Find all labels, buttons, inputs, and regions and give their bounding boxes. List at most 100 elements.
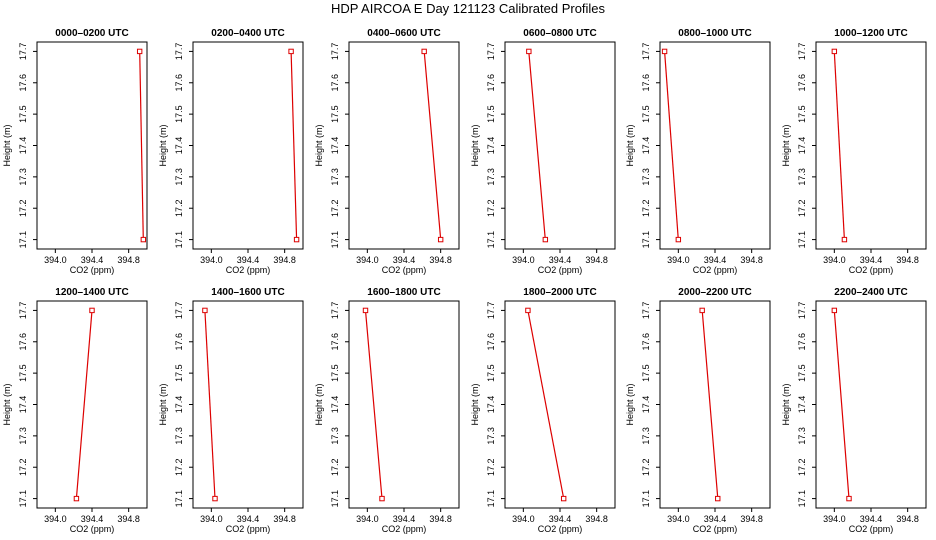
y-tick-label: 17.2 (797, 199, 807, 217)
panel-title: 0200–0400 UTC (211, 28, 284, 39)
x-tick-label: 394.0 (823, 255, 846, 265)
x-tick-label: 394.8 (117, 255, 140, 265)
y-tick-label: 17.3 (330, 427, 340, 445)
x-tick-label: 394.8 (429, 255, 452, 265)
y-tick-label: 17.3 (486, 427, 496, 445)
y-tick-label: 17.7 (486, 43, 496, 61)
y-tick-label: 17.5 (174, 105, 184, 123)
y-tick-label: 17.4 (486, 396, 496, 414)
y-tick-label: 17.4 (641, 137, 651, 155)
panel-title: 0600–0800 UTC (523, 28, 596, 39)
data-point (831, 48, 838, 55)
y-tick-label: 17.6 (18, 74, 28, 92)
data-point (699, 307, 705, 314)
y-tick-label: 17.6 (18, 333, 28, 351)
y-tick-label: 17.2 (18, 199, 28, 217)
data-point (293, 236, 300, 243)
profile-panel: 0200–0400 UTC 394.0 394.4 394.8 17.1 17.2 17.3… (158, 28, 304, 275)
y-tick-label: 17.1 (797, 490, 807, 508)
x-tick-label: 394.8 (273, 514, 296, 524)
y-axis-label: Height (m) (781, 124, 791, 166)
x-tick-label: 394.4 (549, 514, 572, 524)
y-axis-label: Height (m) (2, 124, 12, 166)
profile-panel: 1600–1800 UTC 394.0 394.4 394.8 17.1 17.2 17.3… (314, 287, 460, 534)
x-tick-label: 394.4 (81, 514, 104, 524)
plot-frame (192, 41, 304, 250)
panel-grid: 0000–0200 UTC 394.0 394.4 394.8 17.1 17.2 17.3… (2, 28, 927, 534)
y-tick-label: 17.5 (797, 105, 807, 123)
profile-line (290, 51, 298, 240)
y-tick-label: 17.1 (797, 231, 807, 249)
panel-title: 1600–1800 UTC (367, 287, 440, 298)
x-tick-label: 394.0 (44, 255, 67, 265)
x-tick-label: 394.8 (117, 514, 140, 524)
y-tick-label: 17.7 (797, 43, 807, 61)
data-point (73, 495, 80, 502)
x-tick-label: 394.4 (237, 514, 260, 524)
y-tick-label: 17.1 (18, 231, 28, 249)
panel-title: 0800–1000 UTC (678, 28, 751, 39)
y-tick-label: 17.7 (330, 302, 340, 320)
panel-title: 2000–2200 UTC (678, 287, 751, 298)
y-axis-label: Height (m) (470, 124, 480, 166)
data-point (288, 48, 294, 55)
x-tick-label: 394.0 (200, 255, 223, 265)
y-tick-label: 17.5 (641, 105, 651, 123)
y-tick-label: 17.2 (330, 458, 340, 476)
data-point (846, 495, 852, 502)
y-tick-label: 17.1 (174, 490, 184, 508)
data-point (140, 236, 147, 243)
x-tick-label: 394.0 (512, 514, 535, 524)
figure-title: HDP AIRCOA E Day 121123 Calibrated Profi… (331, 1, 606, 16)
y-tick-label: 17.3 (174, 427, 184, 445)
y-tick-label: 17.4 (797, 396, 807, 414)
y-axis-label: Height (m) (470, 383, 480, 425)
x-tick-label: 394.8 (740, 255, 763, 265)
y-tick-label: 17.7 (330, 43, 340, 61)
data-point (525, 307, 531, 314)
y-tick-label: 17.6 (174, 74, 184, 92)
x-tick-label: 394.4 (860, 255, 883, 265)
x-tick-label: 394.8 (740, 514, 763, 524)
data-point (715, 495, 721, 502)
data-point (542, 236, 549, 243)
y-tick-label: 17.5 (641, 364, 651, 382)
y-tick-label: 17.2 (18, 458, 28, 476)
y-axis-label: Height (m) (625, 124, 635, 166)
x-tick-label: 394.0 (823, 514, 846, 524)
data-point (89, 307, 95, 314)
plot-frame (504, 41, 616, 250)
y-tick-label: 17.7 (174, 302, 184, 320)
x-tick-label: 394.0 (44, 514, 67, 524)
profile-line (423, 51, 442, 240)
profile-line (833, 51, 845, 240)
y-tick-label: 17.5 (797, 364, 807, 382)
profile-panel: 1400–1600 UTC 394.0 394.4 394.8 17.1 17.2 17.3… (158, 287, 304, 534)
panel-title: 0000–0200 UTC (55, 28, 128, 39)
y-tick-label: 17.5 (174, 364, 184, 382)
y-tick-label: 17.1 (486, 490, 496, 508)
y-tick-label: 17.7 (641, 43, 651, 61)
x-tick-label: 394.4 (237, 255, 260, 265)
panel-title: 1000–1200 UTC (834, 28, 907, 39)
y-tick-label: 17.4 (18, 137, 28, 155)
y-tick-label: 17.6 (174, 333, 184, 351)
y-tick-label: 17.2 (641, 458, 651, 476)
y-tick-label: 17.3 (486, 168, 496, 186)
profile-panel: 0600–0800 UTC 394.0 394.4 394.8 17.1 17.2 17.3… (470, 28, 616, 275)
y-tick-label: 17.5 (330, 364, 340, 382)
x-axis-label: CO2 (ppm) (226, 524, 271, 534)
y-axis-label: Height (m) (314, 383, 324, 425)
y-tick-label: 17.1 (174, 231, 184, 249)
x-axis-label: CO2 (ppm) (382, 524, 427, 534)
profile-panel: 1200–1400 UTC 394.0 394.4 394.8 17.1 17.2 17.3… (2, 287, 148, 534)
y-tick-label: 17.7 (18, 43, 28, 61)
panel-title: 1800–2000 UTC (523, 287, 596, 298)
x-tick-label: 394.4 (549, 255, 572, 265)
x-tick-label: 394.4 (704, 514, 727, 524)
y-axis-label: Height (m) (2, 383, 12, 425)
x-axis-label: CO2 (ppm) (538, 524, 583, 534)
x-tick-label: 394.4 (81, 255, 104, 265)
panel-title: 2200–2400 UTC (834, 287, 907, 298)
panel-title: 1400–1600 UTC (211, 287, 284, 298)
